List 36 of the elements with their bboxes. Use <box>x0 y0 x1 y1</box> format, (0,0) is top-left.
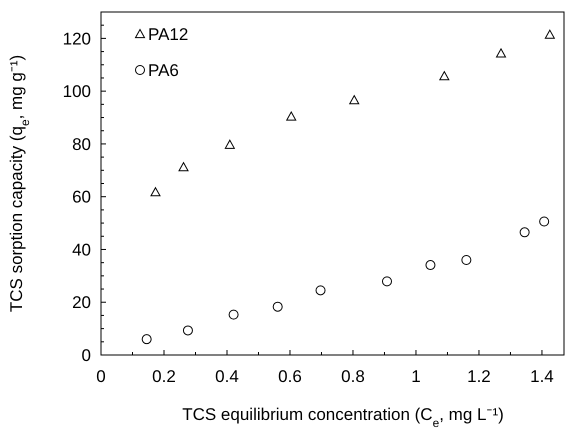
point <box>286 111 296 121</box>
y-tick-label: 20 <box>72 293 91 312</box>
y-tick-label: 80 <box>72 134 91 154</box>
point <box>425 260 436 270</box>
y-tick-label: 60 <box>72 188 91 207</box>
x-tick-label: 1 <box>411 367 421 386</box>
point <box>272 302 283 312</box>
point <box>142 334 152 344</box>
point <box>224 140 235 149</box>
point <box>496 48 506 58</box>
y-tick-label: 40 <box>72 240 91 260</box>
x-axis-title: TCS equilibrium concentration (C$_{e}$, mg L⁻¹) <box>182 405 504 430</box>
x-tick-label: 1.4 <box>530 367 554 386</box>
point <box>150 187 160 196</box>
x-tick-label: 0.6 <box>278 367 302 386</box>
y-tick-label: 0 <box>82 346 91 365</box>
point <box>539 216 550 226</box>
point <box>182 325 193 336</box>
point <box>544 30 555 39</box>
point <box>439 71 450 80</box>
point <box>228 310 239 320</box>
point <box>382 276 392 286</box>
point <box>461 255 472 266</box>
x-tick-label: 0.8 <box>341 367 365 386</box>
y-tick-label: 100 <box>62 82 91 102</box>
point <box>178 162 189 172</box>
legend-label: PA6 <box>148 61 179 80</box>
y-tick-label: 120 <box>62 29 91 48</box>
point <box>520 227 530 238</box>
x-tick-label: 1.2 <box>467 367 491 386</box>
legend-label: PA12 <box>148 25 188 44</box>
x-tick-label: 0.4 <box>215 367 239 386</box>
point <box>316 285 326 296</box>
x-tick-label: 0 <box>96 367 106 386</box>
x-tick-label: 0.2 <box>152 367 176 386</box>
point <box>349 95 360 104</box>
